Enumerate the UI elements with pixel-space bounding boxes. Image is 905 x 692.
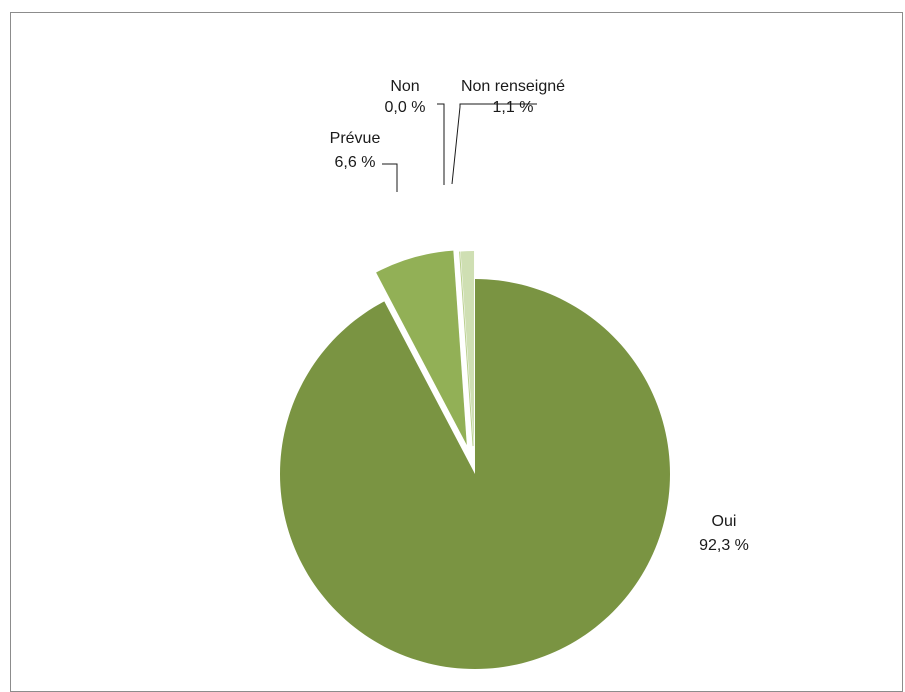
- slice-label-non-renseigne: Non renseigné: [461, 78, 565, 95]
- slice-value-non-renseigne: 1,1 %: [493, 99, 534, 116]
- slice-label-prevue: Prévue: [330, 130, 381, 147]
- pie-slices: [280, 250, 670, 670]
- slice-value-oui: 92,3 %: [699, 537, 749, 554]
- leader-line-non: [437, 103, 445, 185]
- pie-slice-non-renseigne: [460, 251, 475, 447]
- leader-line-prevue: [382, 163, 398, 192]
- pie-slice-oui: [280, 279, 670, 670]
- slice-value-prevue: 6,6 %: [335, 154, 376, 171]
- pie-slice-non: [459, 251, 474, 447]
- leader-lines: [382, 103, 537, 192]
- slice-label-oui: Oui: [712, 513, 737, 530]
- slice-value-non: 0,0 %: [385, 99, 426, 116]
- pie-slice-prevue: [376, 250, 467, 446]
- pie-chart: Oui 92,3 % Prévue 6,6 % Non 0,0 % Non re…: [280, 78, 749, 670]
- leader-line-non-renseigne: [451, 103, 537, 185]
- slice-label-non: Non: [390, 78, 419, 95]
